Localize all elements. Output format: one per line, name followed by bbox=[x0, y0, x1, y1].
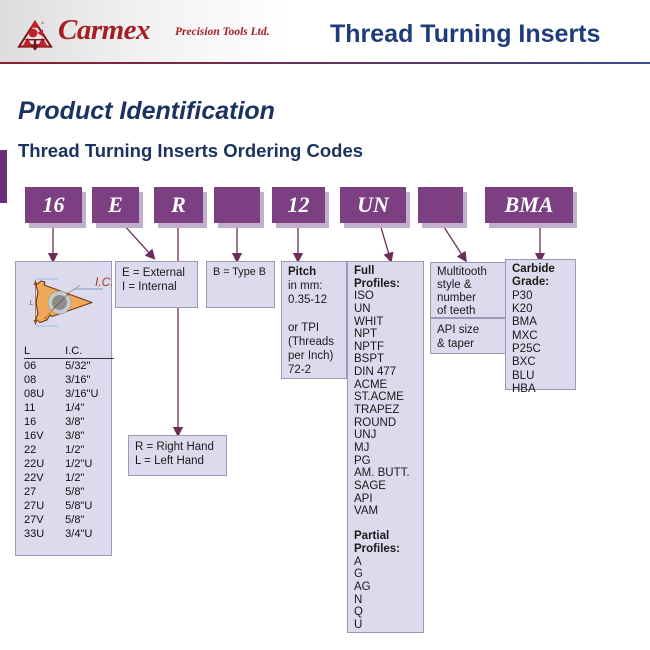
svg-text:L: L bbox=[30, 298, 34, 307]
